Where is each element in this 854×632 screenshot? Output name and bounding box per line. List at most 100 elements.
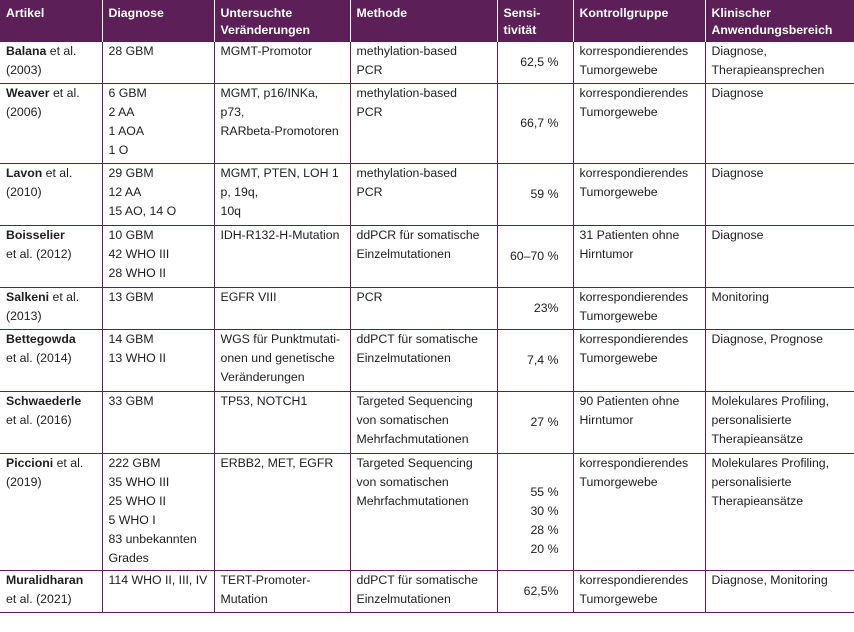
header-kontrollgruppe: Kontrollgruppe	[572, 0, 705, 42]
cell-kontrollgruppe: korrespondierendes Tumorgewebe	[572, 453, 705, 571]
cell-sensitivitaet: 66,7 %	[496, 83, 573, 164]
header-sensitivitaet: Sensi- tivität	[496, 0, 573, 42]
cell-sensitivitaet: 55 % 30 % 28 % 20 %	[496, 453, 573, 571]
cell-sensitivitaet: 60–70 %	[496, 225, 573, 288]
cell-veraenderungen: MGMT, p16/INKa, p73, RARbeta-Promotoren	[213, 83, 350, 164]
author-name: Balana	[6, 44, 47, 58]
table-row: Bettegowda et al. (2014) 14 GBM 13 WHO I…	[0, 329, 854, 392]
cell-methode: methylation-based PCR	[349, 163, 497, 226]
cell-artikel: Bettegowda et al. (2014)	[0, 329, 102, 392]
cell-veraenderungen: EGFR VIII	[213, 287, 350, 330]
cell-diagnose: 33 GBM	[101, 391, 214, 454]
cell-anwendung: Diagnose, Monitoring	[704, 570, 854, 613]
table-body: Balana et al. (2003) 28 GBM MGMT-Promoto…	[0, 41, 854, 613]
cell-diagnose: 114 WHO II, III, IV	[101, 570, 214, 613]
cell-veraenderungen: TERT-Promoter- Mutation	[213, 570, 350, 613]
cell-methode: Targeted Sequencing von somatischen Mehr…	[349, 453, 497, 571]
cell-methode: methylation-based PCR	[349, 41, 497, 84]
cell-methode: ddPCT für somatische Einzelmutationen	[349, 570, 497, 613]
cell-anwendung: Diagnose, Therapieansprechen	[704, 41, 854, 84]
author-name: Piccioni	[6, 456, 54, 470]
cell-kontrollgruppe: korrespondierendes Tumorgewebe	[572, 329, 705, 392]
cell-artikel: Schwaederle et al. (2016)	[0, 391, 102, 454]
cell-methode: Targeted Sequencing von somatischen Mehr…	[349, 391, 497, 454]
cell-methode: ddPCR für somatische Einzelmutationen	[349, 225, 497, 288]
cell-sensitivitaet: 59 %	[496, 163, 573, 226]
author-name: Muralidharan	[6, 573, 84, 587]
cell-diagnose: 10 GBM 42 WHO III 28 WHO II	[101, 225, 214, 288]
cell-veraenderungen: WGS für Punktmutati- onen und genetische…	[213, 329, 350, 392]
citation: et al. (2014)	[6, 351, 72, 365]
author-name: Schwaederle	[6, 394, 82, 408]
header-diagnose: Diagnose	[101, 0, 214, 42]
cell-sensitivitaet: 27 %	[496, 391, 573, 454]
citation: et al. (2012)	[6, 247, 72, 261]
cell-sensitivitaet: 62,5 %	[496, 41, 573, 84]
citation: et al. (2006)	[6, 86, 80, 119]
author-name: Boisselier	[6, 228, 65, 242]
cell-kontrollgruppe: korrespondierendes Tumorgewebe	[572, 287, 705, 330]
cell-veraenderungen: MGMT-Promotor	[213, 41, 350, 84]
cell-methode: PCR	[349, 287, 497, 330]
citation: et al. (2010)	[6, 166, 73, 199]
cell-sensitivitaet: 62,5%	[496, 570, 573, 613]
table-row: Piccioni et al. (2019) 222 GBM 35 WHO II…	[0, 453, 854, 571]
header-veraenderungen: Untersuchte Veränderungen	[213, 0, 350, 42]
cell-artikel: Boisselier et al. (2012)	[0, 225, 102, 288]
table-header: Artikel Diagnose Untersuchte Veränderung…	[0, 0, 854, 42]
table-row: Schwaederle et al. (2016) 33 GBM TP53, N…	[0, 391, 854, 454]
citation: et al. (2013)	[6, 290, 80, 323]
cell-sensitivitaet: 7,4 %	[496, 329, 573, 392]
cell-veraenderungen: IDH-R132-H-Mutation	[213, 225, 350, 288]
table-row: Boisselier et al. (2012) 10 GBM 42 WHO I…	[0, 225, 854, 288]
header-row: Artikel Diagnose Untersuchte Veränderung…	[0, 0, 854, 42]
cell-kontrollgruppe: korrespondierendes Tumorgewebe	[572, 163, 705, 226]
cell-anwendung: Molekulares Profiling, personalisierte T…	[704, 453, 854, 571]
cell-diagnose: 6 GBM 2 AA 1 AOA 1 O	[101, 83, 214, 164]
citation: et al. (2019)	[6, 456, 84, 489]
cell-methode: ddPCT für somatische Einzelmutationen	[349, 329, 497, 392]
cell-diagnose: 13 GBM	[101, 287, 214, 330]
cell-kontrollgruppe: korrespondierendes Tumorgewebe	[572, 41, 705, 84]
cell-anwendung: Monitoring	[704, 287, 854, 330]
citation: et al. (2003)	[6, 44, 77, 77]
cell-anwendung: Diagnose	[704, 83, 854, 164]
cell-anwendung: Diagnose	[704, 225, 854, 288]
cell-anwendung: Diagnose, Prognose	[704, 329, 854, 392]
cell-veraenderungen: ERBB2, MET, EGFR	[213, 453, 350, 571]
table-row: Muralidharan et al. (2021) 114 WHO II, I…	[0, 570, 854, 613]
author-name: Weaver	[6, 86, 50, 100]
cell-kontrollgruppe: 90 Patienten ohne Hirntumor	[572, 391, 705, 454]
cell-diagnose: 28 GBM	[101, 41, 214, 84]
cell-artikel: Muralidharan et al. (2021)	[0, 570, 102, 613]
table-row: Weaver et al. (2006) 6 GBM 2 AA 1 AOA 1 …	[0, 83, 854, 164]
cell-diagnose: 29 GBM 12 AA 15 AO, 14 O	[101, 163, 214, 226]
cell-sensitivitaet: 23%	[496, 287, 573, 330]
table-row: Balana et al. (2003) 28 GBM MGMT-Promoto…	[0, 41, 854, 84]
cell-kontrollgruppe: korrespondierendes Tumorgewebe	[572, 83, 705, 164]
author-name: Salkeni	[6, 290, 50, 304]
header-artikel: Artikel	[0, 0, 102, 42]
cell-artikel: Balana et al. (2003)	[0, 41, 102, 84]
cell-veraenderungen: MGMT, PTEN, LOH 1 p, 19q, 10q	[213, 163, 350, 226]
citation: et al. (2016)	[6, 413, 72, 427]
cell-diagnose: 14 GBM 13 WHO II	[101, 329, 214, 392]
cell-methode: methylation-based PCR	[349, 83, 497, 164]
author-name: Lavon	[6, 166, 43, 180]
cell-kontrollgruppe: korrespondierendes Tumorgewebe	[572, 570, 705, 613]
author-name: Bettegowda	[6, 332, 76, 346]
cell-artikel: Weaver et al. (2006)	[0, 83, 102, 164]
cell-artikel: Salkeni et al. (2013)	[0, 287, 102, 330]
header-anwendung: Klinischer Anwendungsbereich	[704, 0, 854, 42]
cell-diagnose: 222 GBM 35 WHO III 25 WHO II 5 WHO I 83 …	[101, 453, 214, 571]
header-methode: Methode	[349, 0, 497, 42]
cell-anwendung: Diagnose	[704, 163, 854, 226]
citation: et al. (2021)	[6, 592, 72, 606]
cell-anwendung: Molekulares Profiling, personalisierte T…	[704, 391, 854, 454]
cell-kontrollgruppe: 31 Patienten ohne Hirntumor	[572, 225, 705, 288]
table-row: Lavon et al. (2010) 29 GBM 12 AA 15 AO, …	[0, 163, 854, 226]
study-table: Artikel Diagnose Untersuchte Veränderung…	[0, 0, 854, 613]
table-row: Salkeni et al. (2013) 13 GBM EGFR VIII P…	[0, 287, 854, 330]
cell-veraenderungen: TP53, NOTCH1	[213, 391, 350, 454]
cell-artikel: Lavon et al. (2010)	[0, 163, 102, 226]
